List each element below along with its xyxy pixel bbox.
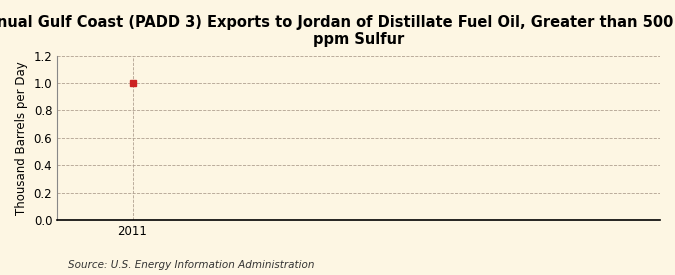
- Title: Annual Gulf Coast (PADD 3) Exports to Jordan of Distillate Fuel Oil, Greater tha: Annual Gulf Coast (PADD 3) Exports to Jo…: [0, 15, 675, 47]
- Text: Source: U.S. Energy Information Administration: Source: U.S. Energy Information Administ…: [68, 260, 314, 270]
- Y-axis label: Thousand Barrels per Day: Thousand Barrels per Day: [15, 61, 28, 215]
